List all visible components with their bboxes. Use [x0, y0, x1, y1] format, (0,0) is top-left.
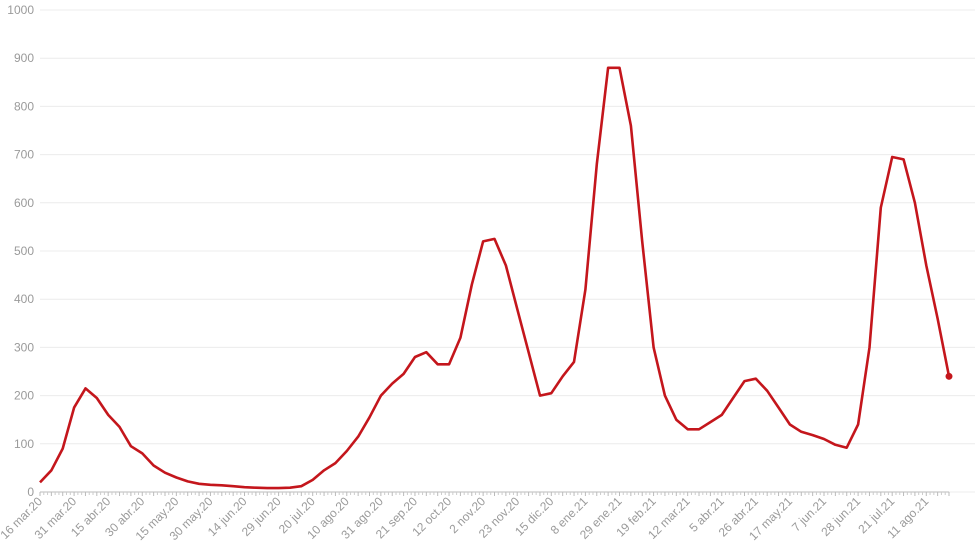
y-tick-label: 300	[14, 340, 34, 354]
data-line	[39, 66, 951, 490]
y-tick-label: 700	[14, 148, 34, 162]
y-tick-label: 800	[14, 99, 34, 113]
end-marker	[945, 372, 953, 380]
y-tick-label: 900	[14, 51, 34, 65]
y-tick-label: 500	[14, 244, 34, 258]
y-tick-label: 600	[14, 196, 34, 210]
y-tick-label: 400	[14, 292, 34, 306]
y-tick-label: 200	[14, 389, 34, 403]
y-tick-label: 0	[27, 485, 34, 499]
y-tick-label: 1000	[7, 3, 34, 17]
y-tick-label: 100	[14, 437, 34, 451]
